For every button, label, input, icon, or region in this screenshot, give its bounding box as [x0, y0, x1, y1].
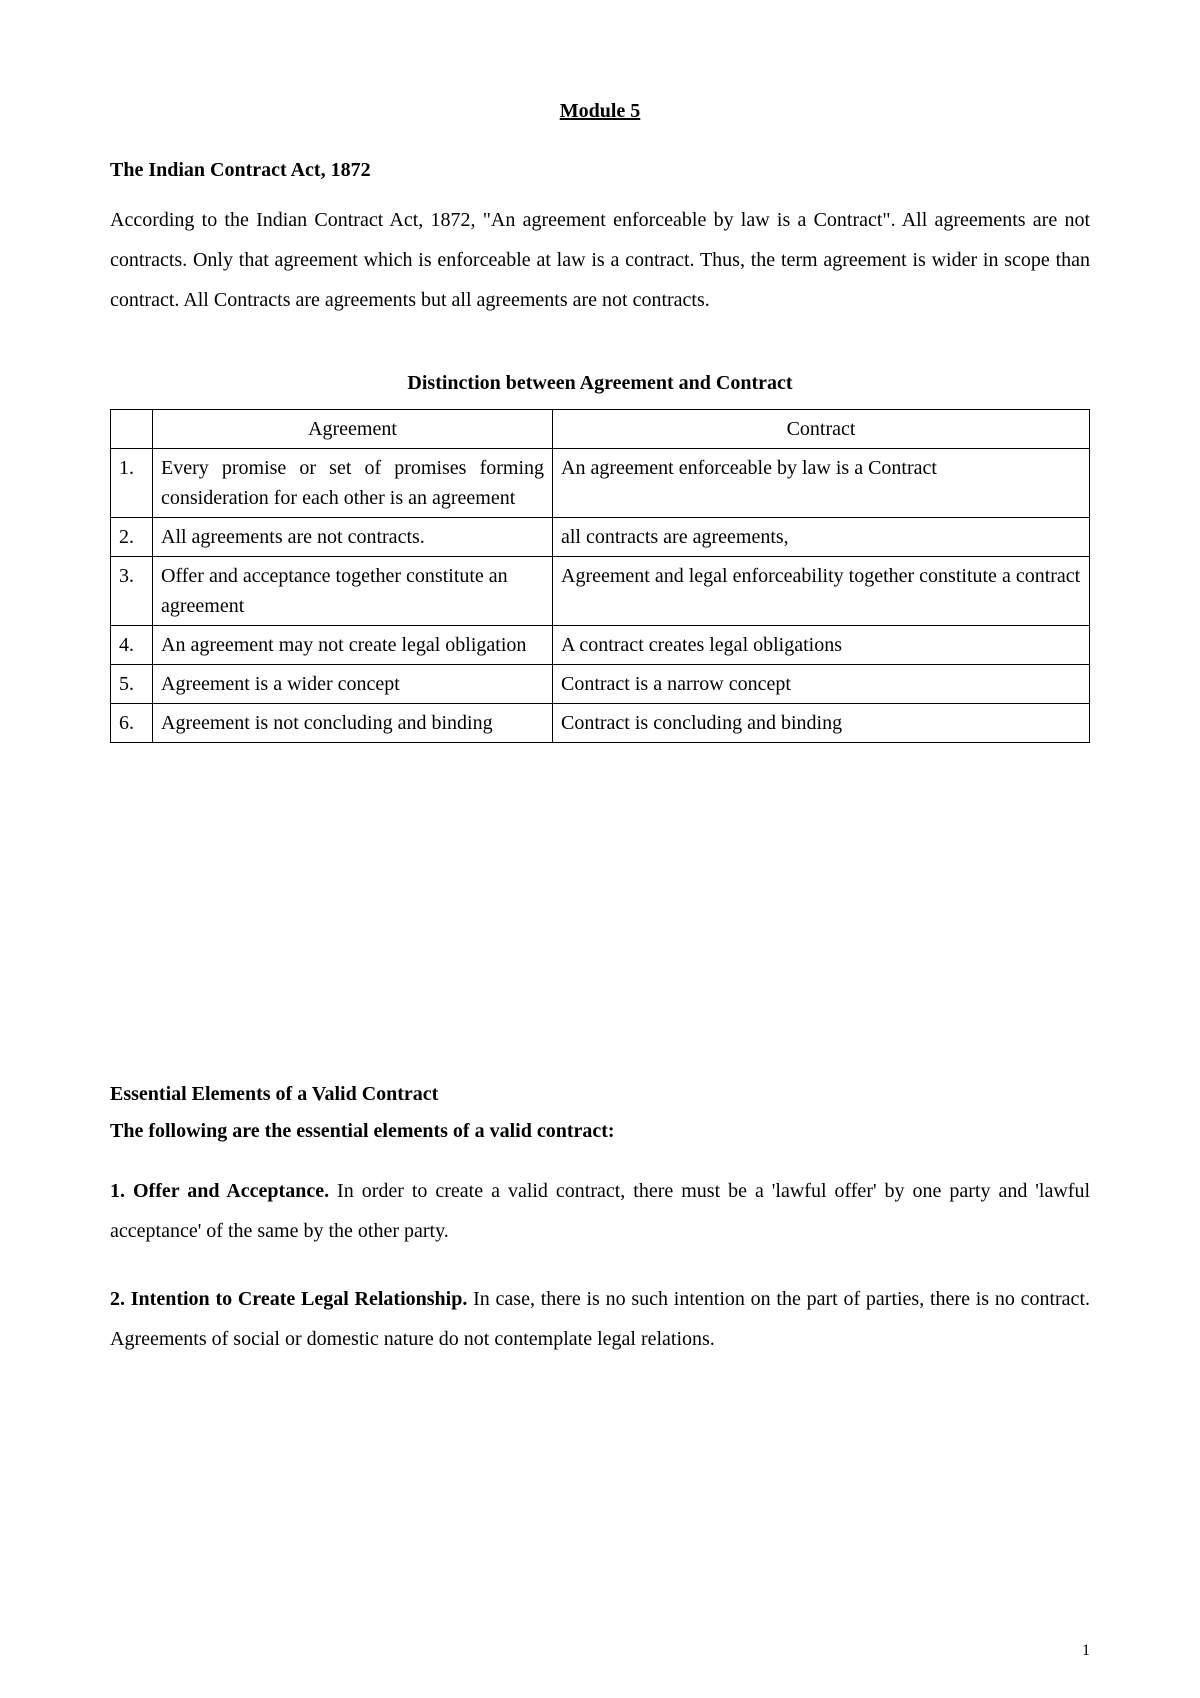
table-title: Distinction between Agreement and Contra… — [110, 372, 1090, 395]
section-heading: The Indian Contract Act, 1872 — [110, 159, 1090, 182]
element-item: 2. Intention to Create Legal Relationshi… — [110, 1279, 1090, 1359]
table-row: 6. Agreement is not concluding and bindi… — [111, 704, 1090, 743]
module-title: Module 5 — [110, 100, 1090, 123]
row-contract: Agreement and legal enforceability toget… — [553, 557, 1090, 626]
row-contract: Contract is a narrow concept — [553, 665, 1090, 704]
row-num: 2. — [111, 518, 153, 557]
row-agreement: Agreement is a wider concept — [153, 665, 553, 704]
row-num: 4. — [111, 626, 153, 665]
row-agreement: Agreement is not concluding and binding — [153, 704, 553, 743]
row-num: 1. — [111, 449, 153, 518]
row-agreement: Offer and acceptance together constitute… — [153, 557, 553, 626]
header-contract: Contract — [553, 410, 1090, 449]
row-contract: Contract is concluding and binding — [553, 704, 1090, 743]
table-row: 2. All agreements are not contracts. all… — [111, 518, 1090, 557]
element-label: 1. Offer and Acceptance. — [110, 1180, 329, 1202]
row-num: 3. — [111, 557, 153, 626]
table-header-row: Agreement Contract — [111, 410, 1090, 449]
row-contract: An agreement enforceable by law is a Con… — [553, 449, 1090, 518]
row-contract: A contract creates legal obligations — [553, 626, 1090, 665]
essential-subheading: The following are the essential elements… — [110, 1120, 1090, 1143]
table-row: 4. An agreement may not create legal obl… — [111, 626, 1090, 665]
distinction-table: Agreement Contract 1. Every promise or s… — [110, 409, 1090, 743]
element-item: 1. Offer and Acceptance. In order to cre… — [110, 1171, 1090, 1251]
row-agreement: Every promise or set of promises forming… — [153, 449, 553, 518]
header-agreement: Agreement — [153, 410, 553, 449]
table-row: 1. Every promise or set of promises form… — [111, 449, 1090, 518]
intro-paragraph: According to the Indian Contract Act, 18… — [110, 200, 1090, 320]
page-number: 1 — [1082, 1642, 1090, 1660]
row-agreement: An agreement may not create legal obliga… — [153, 626, 553, 665]
essential-heading: Essential Elements of a Valid Contract — [110, 1083, 1090, 1106]
header-blank — [111, 410, 153, 449]
row-num: 5. — [111, 665, 153, 704]
row-num: 6. — [111, 704, 153, 743]
table-row: 5. Agreement is a wider concept Contract… — [111, 665, 1090, 704]
element-label: 2. Intention to Create Legal Relationshi… — [110, 1288, 467, 1310]
row-agreement: All agreements are not contracts. — [153, 518, 553, 557]
row-contract: all contracts are agreements, — [553, 518, 1090, 557]
table-row: 3. Offer and acceptance together constit… — [111, 557, 1090, 626]
